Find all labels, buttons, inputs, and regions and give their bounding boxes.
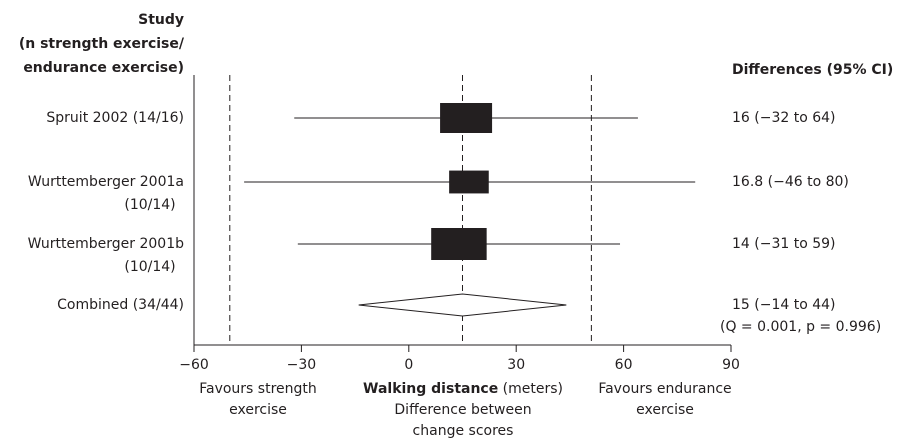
x-tick-label: −30	[287, 357, 317, 373]
x-tick-label: −60	[179, 357, 209, 373]
study-header: Study	[138, 12, 184, 28]
study-label: (10/14)	[124, 259, 175, 275]
study-label: Combined (34/44)	[57, 297, 184, 313]
x-tick-label: 90	[722, 357, 740, 373]
x-axis-label: Difference between	[394, 402, 531, 418]
x-tick-label: 0	[404, 357, 413, 373]
right-note: Favours endurance	[598, 381, 731, 397]
x-axis-label: change scores	[413, 423, 514, 439]
estimate-header: Differences (95% CI)	[732, 62, 893, 78]
study-label: Wurttemberger 2001a	[28, 174, 184, 190]
x-axis-label: Walking distance (meters)	[363, 381, 563, 397]
study-label: Wurttemberger 2001b	[28, 236, 185, 252]
estimate-box	[449, 170, 489, 194]
estimate-box	[440, 103, 493, 133]
left-note: Favours strength	[199, 381, 317, 397]
study-header: (n strength exercise/	[19, 36, 185, 52]
study-label: Spruit 2002 (14/16)	[46, 110, 184, 126]
combined-diamond	[358, 293, 567, 317]
estimate-label: 14 (−31 to 59)	[732, 236, 836, 252]
left-note: exercise	[229, 402, 287, 418]
estimate-label: 16 (−32 to 64)	[732, 110, 836, 126]
study-label: (10/14)	[124, 197, 175, 213]
x-tick-label: 30	[507, 357, 525, 373]
right-note: exercise	[636, 402, 694, 418]
x-axis-label-bold: Walking distance	[363, 381, 498, 397]
heterogeneity-note: (Q = 0.001, p = 0.996)	[720, 319, 881, 335]
estimate-label: 16.8 (−46 to 80)	[732, 174, 849, 190]
estimate-label: 15 (−14 to 44)	[732, 297, 836, 313]
estimate-box	[431, 228, 487, 260]
x-tick-label: 60	[615, 357, 633, 373]
x-axis-label-unit: (meters)	[503, 381, 563, 397]
study-header: endurance exercise)	[23, 60, 184, 76]
